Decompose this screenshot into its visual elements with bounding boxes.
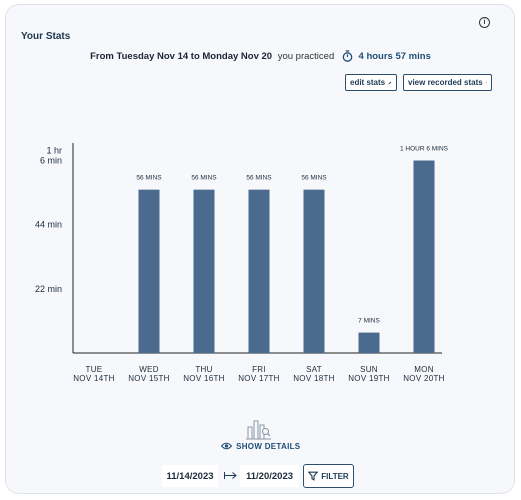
bar-data-label: 7 MINS [358,318,380,325]
chart-bar [303,189,325,353]
pencil-icon [388,81,392,84]
x-tick-label: NOV 16TH [183,374,225,383]
info-icon[interactable]: i [479,17,490,28]
start-date-input[interactable]: 11/14/2023 [162,465,218,487]
x-tick-label: NOV 19TH [348,374,390,383]
stopwatch-icon [342,50,353,62]
practice-summary: From Tuesday Nov 14 to Monday Nov 20 you… [0,50,521,62]
show-details-label: SHOW DETAILS [236,442,301,451]
summary-range: From Tuesday Nov 14 to Monday Nov 20 [90,51,273,62]
x-tick-label: SAT [306,365,322,374]
line-chart-icon [485,81,487,84]
page-title: Your Stats [21,31,71,42]
x-tick-label: SUN [360,365,378,374]
chart-bar [138,189,160,353]
x-tick-label: FRI [252,365,266,374]
y-tick-label: 22 min [35,284,62,294]
edit-stats-label: edit stats [350,78,386,87]
summary-practiced: you practiced [277,51,335,62]
filter-button[interactable]: FILTER [303,464,354,488]
bar-data-label: 56 MINS [301,175,327,182]
chart-bar [358,332,380,353]
x-tick-label: WED [139,365,159,374]
filter-label: FILTER [321,471,349,481]
bar-data-label: 56 MINS [191,175,217,182]
y-tick-label: 1 hr [46,146,62,156]
x-tick-label: NOV 14TH [73,374,115,383]
filter-icon [308,471,319,481]
summary-total: 4 hours 57 mins [358,51,431,62]
view-recorded-stats-button[interactable]: view recorded stats [403,74,492,91]
x-tick-label: NOV 15TH [128,374,170,383]
show-details-toggle[interactable]: SHOW DETAILS [0,442,521,451]
y-tick-label: 44 min [35,220,62,230]
edit-stats-button[interactable]: edit stats [345,74,397,91]
x-tick-label: NOV 18TH [293,374,335,383]
x-tick-label: TUE [86,365,103,374]
chart-bar [413,160,435,353]
bar-data-label: 56 MINS [246,175,272,182]
x-tick-label: THU [195,365,212,374]
y-tick-label: 6 min [40,156,62,166]
chart-bar [248,189,270,353]
x-tick-label: NOV 17TH [238,374,280,383]
end-date-input[interactable]: 11/20/2023 [240,465,299,487]
bar-data-label: 56 MINS [136,175,162,182]
bar-data-label: 1 HOUR 6 MINS [400,146,449,153]
eye-icon [220,442,232,450]
chart-bar [193,189,215,353]
arrow-right-icon [224,472,237,479]
x-tick-label: NOV 20TH [403,374,445,383]
chart-search-icon [246,420,271,440]
view-recorded-stats-label: view recorded stats [408,78,483,87]
x-tick-label: MON [414,365,434,374]
